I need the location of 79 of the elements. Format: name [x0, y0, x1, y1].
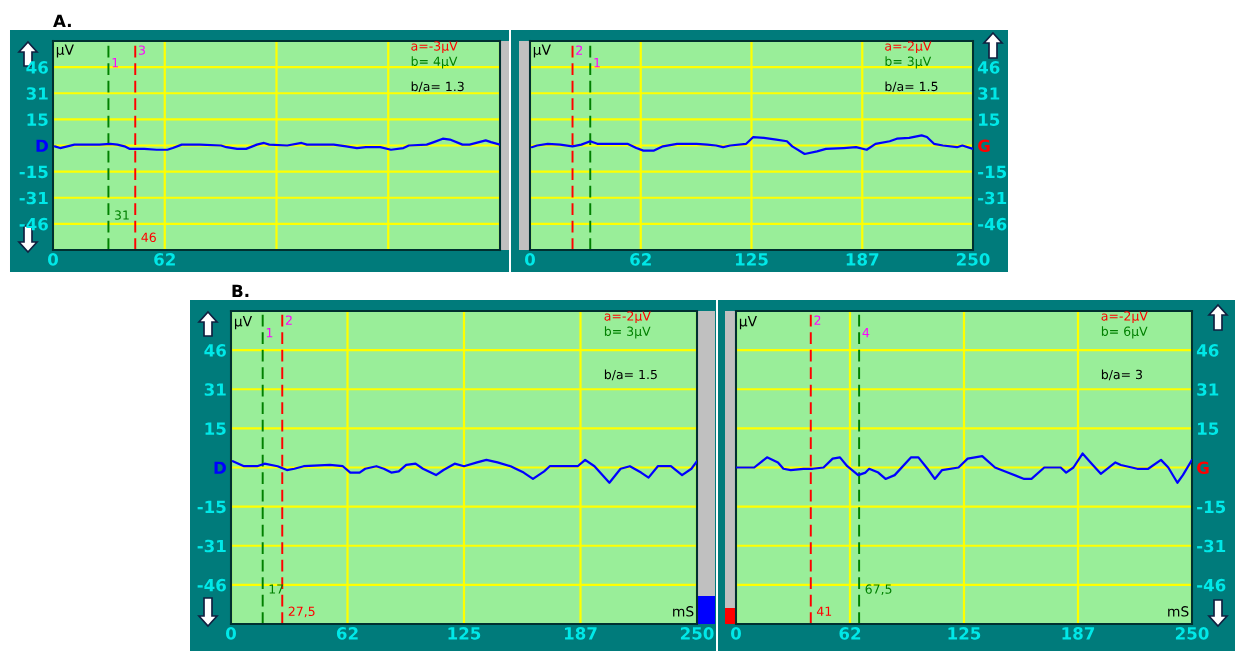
x-tick-label: 125 — [735, 253, 768, 266]
y-tick-label: -31 — [1197, 539, 1226, 553]
y-tick-label: D — [214, 461, 226, 474]
y-tick-label: 46 — [26, 61, 48, 74]
y-tick-label: -15 — [1197, 500, 1226, 514]
x-tick-label: 125 — [948, 627, 981, 640]
annotation: 2 — [814, 315, 821, 325]
annotation: b= 3µV — [604, 326, 651, 339]
ref-line-label: 17 — [269, 584, 284, 594]
annotation: 4 — [862, 328, 870, 338]
ref-line-label: 31 — [114, 210, 129, 220]
x-tick-label: 187 — [846, 253, 879, 266]
y-tick-label: G — [978, 139, 990, 153]
y-tick-label: -31 — [19, 191, 48, 205]
y-tick-label: 31 — [1197, 383, 1219, 396]
y-tick-label: -31 — [978, 191, 1007, 205]
ref-line-label: 41 — [816, 606, 832, 616]
y-tick-label: D — [36, 139, 48, 152]
annotation: a=-2µV — [604, 311, 651, 324]
annotation: b/a= 1.5 — [604, 369, 657, 381]
y-axis-title: µV — [56, 44, 74, 58]
annotation: b/a= 1.3 — [411, 81, 464, 93]
x-tick-label: 250 — [1175, 627, 1209, 640]
annotation: a=-3µV — [411, 41, 458, 54]
y-tick-label: 46 — [204, 344, 226, 357]
y-tick-label: -31 — [197, 539, 226, 553]
x-tick-label: 62 — [839, 627, 861, 640]
annotation: 1 — [266, 328, 273, 338]
y-axis-title: µV — [739, 316, 757, 330]
y-tick-label: 46 — [977, 61, 1000, 74]
annotation: b/a= 1.5 — [885, 81, 938, 93]
annotation: 1 — [594, 58, 600, 68]
ref-line-label: 67,5 — [865, 584, 892, 596]
x-tick-label: 125 — [448, 627, 481, 640]
y-tick-label: 15 — [27, 113, 48, 126]
x-tick-label: 0 — [48, 253, 58, 266]
y-axis-title: µV — [234, 316, 253, 330]
x-axis-title: mS — [673, 606, 694, 617]
annotation: b= 3µV — [885, 56, 932, 69]
x-tick-label: 0 — [731, 627, 741, 640]
chart-title: A. — [53, 14, 71, 27]
y-tick-label: -46 — [19, 217, 48, 231]
y-tick-label: -46 — [197, 578, 226, 592]
x-axis-title: mS — [1168, 606, 1189, 617]
annotation: a=-2µV — [1101, 311, 1148, 324]
y-tick-label: 15 — [1198, 422, 1219, 435]
chart-title: B. — [232, 284, 249, 297]
y-tick-label: 15 — [205, 422, 226, 435]
x-tick-label: 250 — [680, 627, 714, 640]
x-tick-label: 62 — [336, 627, 358, 640]
annotation: 1 — [112, 58, 118, 68]
x-tick-label: 62 — [630, 253, 651, 266]
annotation: 3 — [138, 45, 145, 55]
y-tick-label: -15 — [197, 500, 226, 514]
x-tick-label: 0 — [525, 253, 535, 266]
annotation: b= 4µV — [411, 56, 458, 69]
y-tick-label: G — [1197, 461, 1209, 475]
y-axis-title: µV — [533, 44, 551, 58]
y-tick-label: 46 — [1196, 344, 1219, 357]
x-tick-label: 187 — [1062, 627, 1095, 640]
y-tick-label: -46 — [1197, 578, 1226, 592]
x-tick-label: 0 — [226, 627, 236, 640]
annotation: b/a= 3 — [1101, 369, 1142, 381]
ref-line-label: 46 — [141, 232, 156, 243]
annotation: 2 — [285, 315, 292, 325]
x-tick-label: 62 — [154, 253, 175, 266]
x-tick-label: 250 — [956, 253, 990, 266]
y-tick-label: 31 — [978, 87, 1000, 100]
y-tick-label: 31 — [204, 383, 226, 396]
y-tick-label: -46 — [978, 217, 1007, 231]
y-tick-label: 31 — [26, 87, 48, 100]
y-tick-label: -15 — [978, 165, 1007, 179]
annotation: a=-2µV — [885, 41, 932, 54]
y-tick-label: -15 — [19, 165, 48, 179]
annotation: 2 — [576, 45, 583, 55]
annotation: b= 6µV — [1101, 326, 1148, 339]
x-tick-label: 187 — [564, 627, 597, 640]
ref-line-label: 27,5 — [288, 606, 315, 618]
y-tick-label: 15 — [979, 113, 1000, 126]
